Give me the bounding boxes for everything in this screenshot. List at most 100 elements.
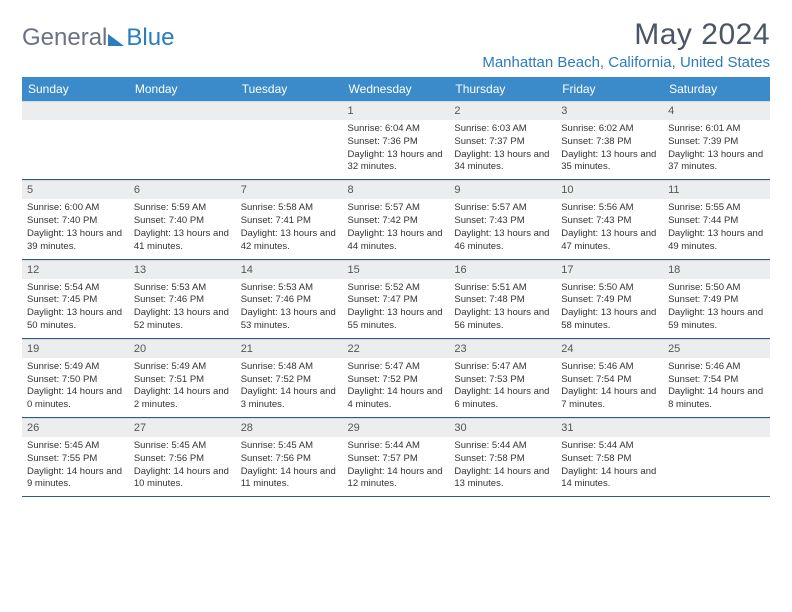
day-number: 11 — [663, 180, 770, 199]
day-number: 29 — [343, 418, 450, 437]
day-number: 1 — [343, 101, 450, 120]
day-number: 6 — [129, 180, 236, 199]
day-number: 26 — [22, 418, 129, 437]
day-body-empty — [236, 120, 343, 172]
day-body: Sunrise: 5:45 AMSunset: 7:56 PMDaylight:… — [129, 437, 236, 496]
day-number: 18 — [663, 260, 770, 279]
day-number: 7 — [236, 180, 343, 199]
calendar-day-cell: 27Sunrise: 5:45 AMSunset: 7:56 PMDayligh… — [129, 418, 236, 497]
day-number: 23 — [449, 339, 556, 358]
calendar-day-cell — [22, 101, 129, 180]
day-number: 12 — [22, 260, 129, 279]
day-body: Sunrise: 5:49 AMSunset: 7:50 PMDaylight:… — [22, 358, 129, 417]
calendar-day-cell: 31Sunrise: 5:44 AMSunset: 7:58 PMDayligh… — [556, 418, 663, 497]
calendar-day-cell: 20Sunrise: 5:49 AMSunset: 7:51 PMDayligh… — [129, 338, 236, 417]
calendar-day-cell — [236, 101, 343, 180]
day-number-empty — [22, 101, 129, 120]
calendar-day-cell: 25Sunrise: 5:46 AMSunset: 7:54 PMDayligh… — [663, 338, 770, 417]
calendar-day-cell: 28Sunrise: 5:45 AMSunset: 7:56 PMDayligh… — [236, 418, 343, 497]
day-body: Sunrise: 5:57 AMSunset: 7:42 PMDaylight:… — [343, 199, 450, 258]
calendar-day-cell: 11Sunrise: 5:55 AMSunset: 7:44 PMDayligh… — [663, 180, 770, 259]
day-number: 24 — [556, 339, 663, 358]
day-body: Sunrise: 5:47 AMSunset: 7:53 PMDaylight:… — [449, 358, 556, 417]
day-body: Sunrise: 5:57 AMSunset: 7:43 PMDaylight:… — [449, 199, 556, 258]
calendar-day-cell: 12Sunrise: 5:54 AMSunset: 7:45 PMDayligh… — [22, 259, 129, 338]
calendar-table: SundayMondayTuesdayWednesdayThursdayFrid… — [22, 77, 770, 497]
logo: General Blue — [22, 18, 174, 52]
day-body: Sunrise: 5:53 AMSunset: 7:46 PMDaylight:… — [236, 279, 343, 338]
day-body: Sunrise: 5:58 AMSunset: 7:41 PMDaylight:… — [236, 199, 343, 258]
calendar-day-cell: 18Sunrise: 5:50 AMSunset: 7:49 PMDayligh… — [663, 259, 770, 338]
day-body: Sunrise: 5:45 AMSunset: 7:55 PMDaylight:… — [22, 437, 129, 496]
day-body: Sunrise: 5:53 AMSunset: 7:46 PMDaylight:… — [129, 279, 236, 338]
day-number: 14 — [236, 260, 343, 279]
calendar-day-cell: 26Sunrise: 5:45 AMSunset: 7:55 PMDayligh… — [22, 418, 129, 497]
day-number: 17 — [556, 260, 663, 279]
day-body: Sunrise: 5:50 AMSunset: 7:49 PMDaylight:… — [663, 279, 770, 338]
day-body: Sunrise: 5:45 AMSunset: 7:56 PMDaylight:… — [236, 437, 343, 496]
day-body: Sunrise: 6:00 AMSunset: 7:40 PMDaylight:… — [22, 199, 129, 258]
calendar-day-cell: 24Sunrise: 5:46 AMSunset: 7:54 PMDayligh… — [556, 338, 663, 417]
day-body: Sunrise: 5:47 AMSunset: 7:52 PMDaylight:… — [343, 358, 450, 417]
calendar-week-row: 26Sunrise: 5:45 AMSunset: 7:55 PMDayligh… — [22, 418, 770, 497]
day-body-empty — [22, 120, 129, 172]
title-block: May 2024 Manhattan Beach, California, Un… — [482, 18, 770, 71]
location-text: Manhattan Beach, California, United Stat… — [482, 54, 770, 71]
calendar-week-row: 1Sunrise: 6:04 AMSunset: 7:36 PMDaylight… — [22, 101, 770, 180]
day-body: Sunrise: 5:54 AMSunset: 7:45 PMDaylight:… — [22, 279, 129, 338]
day-body: Sunrise: 5:48 AMSunset: 7:52 PMDaylight:… — [236, 358, 343, 417]
calendar-day-cell: 17Sunrise: 5:50 AMSunset: 7:49 PMDayligh… — [556, 259, 663, 338]
day-number: 25 — [663, 339, 770, 358]
day-number-empty — [663, 418, 770, 437]
day-body: Sunrise: 5:59 AMSunset: 7:40 PMDaylight:… — [129, 199, 236, 258]
calendar-day-cell: 19Sunrise: 5:49 AMSunset: 7:50 PMDayligh… — [22, 338, 129, 417]
calendar-day-cell: 5Sunrise: 6:00 AMSunset: 7:40 PMDaylight… — [22, 180, 129, 259]
calendar-day-cell: 29Sunrise: 5:44 AMSunset: 7:57 PMDayligh… — [343, 418, 450, 497]
day-number: 13 — [129, 260, 236, 279]
day-header: Saturday — [663, 77, 770, 101]
calendar-tbody: 1Sunrise: 6:04 AMSunset: 7:36 PMDaylight… — [22, 101, 770, 497]
calendar-day-cell: 13Sunrise: 5:53 AMSunset: 7:46 PMDayligh… — [129, 259, 236, 338]
calendar-day-cell: 14Sunrise: 5:53 AMSunset: 7:46 PMDayligh… — [236, 259, 343, 338]
day-body: Sunrise: 6:03 AMSunset: 7:37 PMDaylight:… — [449, 120, 556, 179]
calendar-day-cell: 8Sunrise: 5:57 AMSunset: 7:42 PMDaylight… — [343, 180, 450, 259]
day-number: 22 — [343, 339, 450, 358]
day-header: Sunday — [22, 77, 129, 101]
day-number: 5 — [22, 180, 129, 199]
day-body: Sunrise: 5:49 AMSunset: 7:51 PMDaylight:… — [129, 358, 236, 417]
day-body: Sunrise: 5:52 AMSunset: 7:47 PMDaylight:… — [343, 279, 450, 338]
month-title: May 2024 — [482, 18, 770, 52]
day-body: Sunrise: 5:46 AMSunset: 7:54 PMDaylight:… — [663, 358, 770, 417]
day-body: Sunrise: 6:04 AMSunset: 7:36 PMDaylight:… — [343, 120, 450, 179]
day-number: 4 — [663, 101, 770, 120]
day-body-empty — [129, 120, 236, 172]
day-number-empty — [129, 101, 236, 120]
day-body: Sunrise: 5:51 AMSunset: 7:48 PMDaylight:… — [449, 279, 556, 338]
day-body: Sunrise: 5:50 AMSunset: 7:49 PMDaylight:… — [556, 279, 663, 338]
calendar-day-cell — [663, 418, 770, 497]
calendar-day-cell: 23Sunrise: 5:47 AMSunset: 7:53 PMDayligh… — [449, 338, 556, 417]
calendar-day-cell: 1Sunrise: 6:04 AMSunset: 7:36 PMDaylight… — [343, 101, 450, 180]
day-number: 8 — [343, 180, 450, 199]
day-number: 27 — [129, 418, 236, 437]
calendar-day-cell: 30Sunrise: 5:44 AMSunset: 7:58 PMDayligh… — [449, 418, 556, 497]
logo-text-blue: Blue — [126, 24, 174, 52]
day-number: 21 — [236, 339, 343, 358]
day-number: 16 — [449, 260, 556, 279]
header: General Blue May 2024 Manhattan Beach, C… — [22, 18, 770, 71]
day-number: 20 — [129, 339, 236, 358]
day-header: Tuesday — [236, 77, 343, 101]
calendar-day-cell: 15Sunrise: 5:52 AMSunset: 7:47 PMDayligh… — [343, 259, 450, 338]
day-body: Sunrise: 6:01 AMSunset: 7:39 PMDaylight:… — [663, 120, 770, 179]
calendar-day-cell — [129, 101, 236, 180]
day-body: Sunrise: 6:02 AMSunset: 7:38 PMDaylight:… — [556, 120, 663, 179]
day-number: 10 — [556, 180, 663, 199]
day-body: Sunrise: 5:44 AMSunset: 7:58 PMDaylight:… — [449, 437, 556, 496]
calendar-thead: SundayMondayTuesdayWednesdayThursdayFrid… — [22, 77, 770, 101]
day-number: 3 — [556, 101, 663, 120]
calendar-day-cell: 16Sunrise: 5:51 AMSunset: 7:48 PMDayligh… — [449, 259, 556, 338]
day-number: 9 — [449, 180, 556, 199]
logo-triangle-icon — [108, 34, 124, 46]
calendar-week-row: 5Sunrise: 6:00 AMSunset: 7:40 PMDaylight… — [22, 180, 770, 259]
calendar-week-row: 19Sunrise: 5:49 AMSunset: 7:50 PMDayligh… — [22, 338, 770, 417]
